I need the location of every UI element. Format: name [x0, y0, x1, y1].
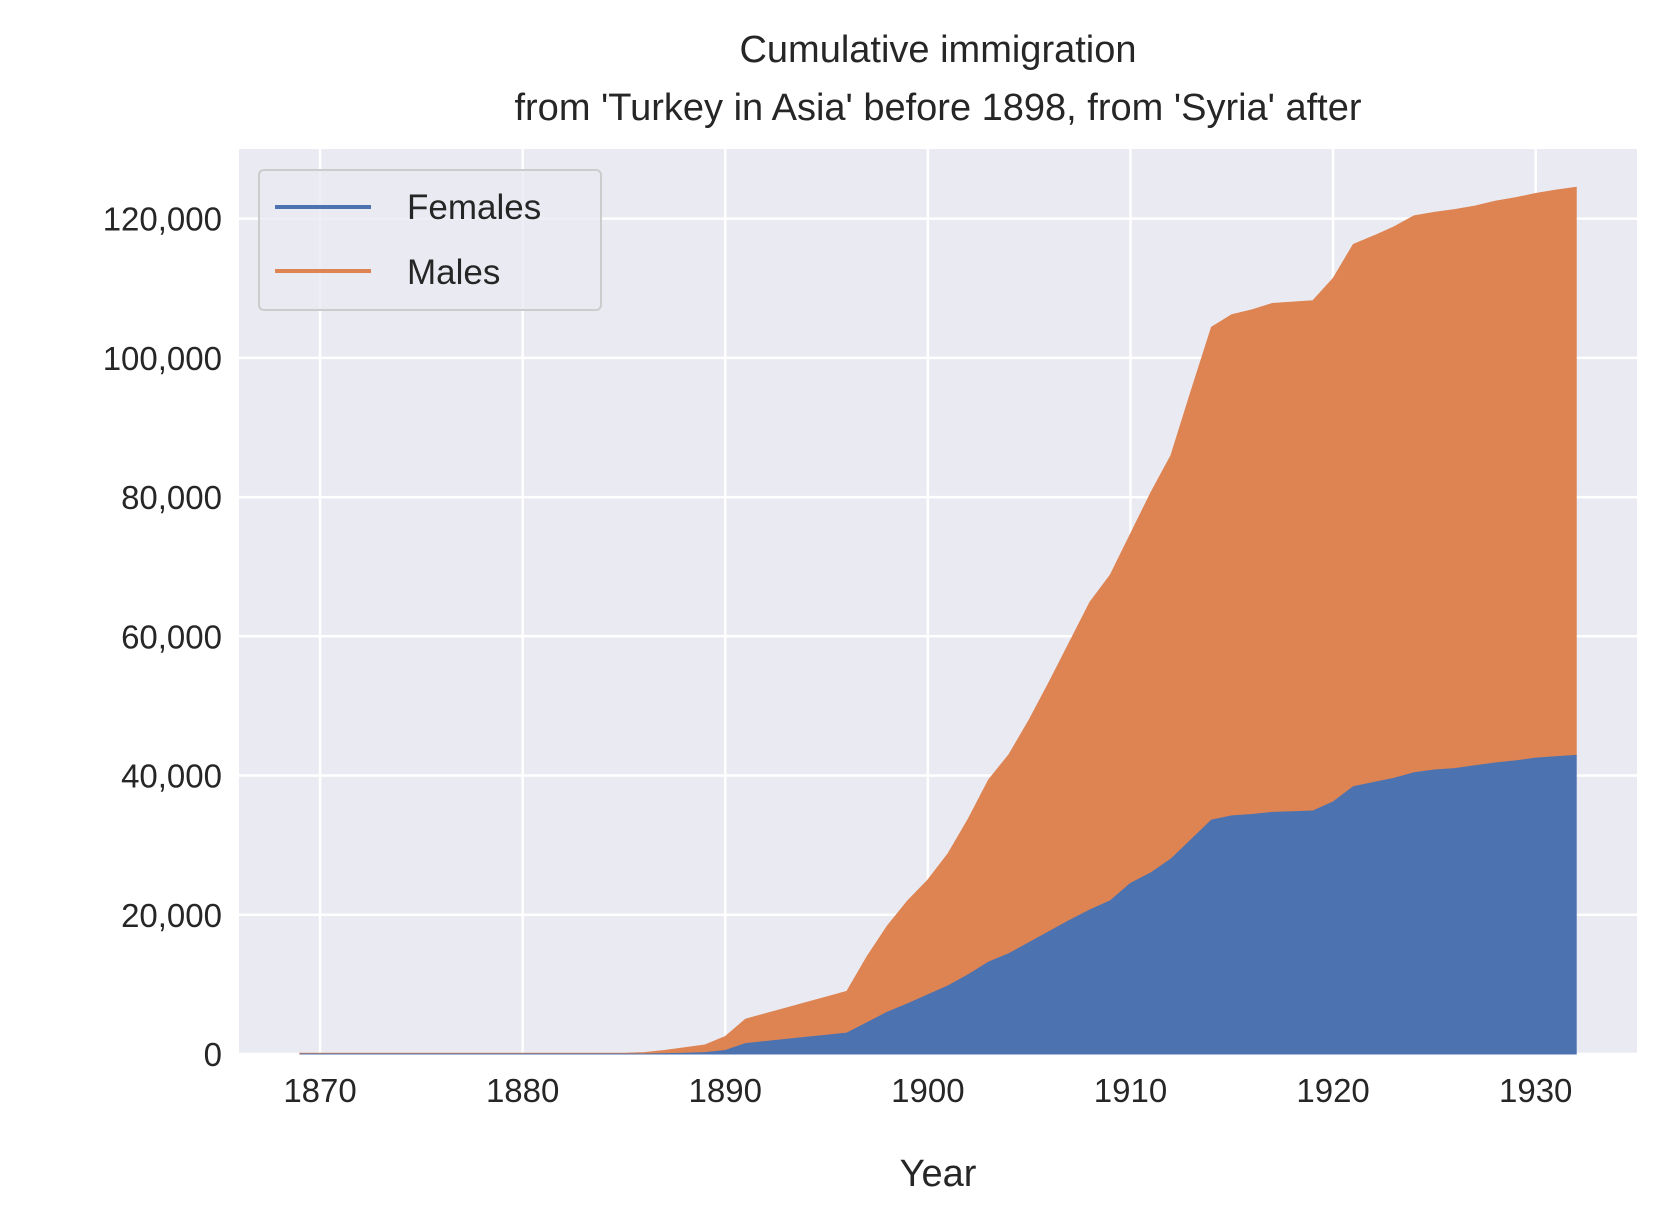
y-tick-label: 120,000 — [103, 201, 222, 238]
legend-label-females: Females — [407, 188, 541, 227]
y-tick-label: 0 — [204, 1036, 222, 1073]
y-tick-label: 40,000 — [121, 758, 222, 795]
y-tick-label: 100,000 — [103, 340, 222, 377]
x-axis-label: Year — [900, 1153, 977, 1195]
chart-title-line-2: from 'Turkey in Asia' before 1898, from … — [514, 87, 1361, 129]
x-tick-label: 1930 — [1499, 1072, 1572, 1109]
chart-title-line-1: Cumulative immigration — [739, 29, 1136, 71]
x-tick-label: 1870 — [283, 1072, 356, 1109]
area-females — [299, 754, 1577, 1055]
legend: Females Males — [258, 169, 602, 311]
y-tick-label: 80,000 — [121, 479, 222, 516]
y-tick-label: 20,000 — [121, 897, 222, 934]
x-tick-label: 1890 — [689, 1072, 762, 1109]
y-tick-label: 60,000 — [121, 618, 222, 655]
x-tick-label: 1910 — [1094, 1072, 1167, 1109]
legend-label-males: Males — [407, 253, 500, 292]
x-tick-label: 1880 — [486, 1072, 559, 1109]
x-tick-label: 1900 — [891, 1072, 964, 1109]
y-axis-ticks: 0 20,000 40,000 60,000 80,000 100,000 120,000 — [103, 201, 222, 1073]
area-series — [299, 186, 1577, 1055]
x-tick-label: 1920 — [1296, 1072, 1369, 1109]
x-axis-ticks: 1870 1880 1890 1900 1910 1920 1930 — [283, 1072, 1572, 1109]
